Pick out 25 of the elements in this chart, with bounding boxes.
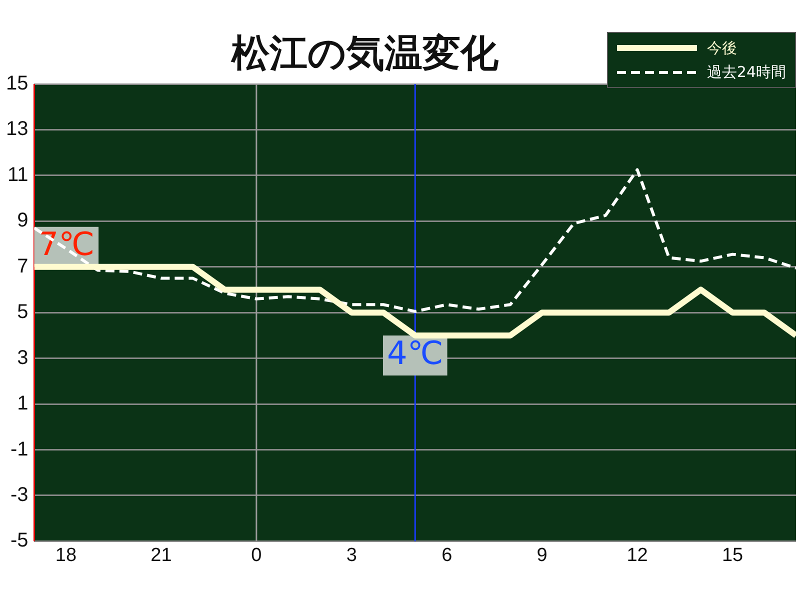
y-tick-label: 3 [17, 346, 28, 369]
y-tick-label: 9 [17, 210, 28, 232]
x-tick-label: 0 [251, 544, 262, 566]
y-tick-label: 1 [17, 392, 28, 415]
annotation: 7℃ [38, 225, 95, 264]
y-tick-label: -5 [10, 530, 28, 552]
y-tick-label: -1 [10, 438, 28, 460]
x-tick-label: 9 [536, 544, 548, 566]
x-tick-label: 6 [442, 544, 452, 566]
chart-title: 松江の気温変化 [230, 30, 500, 77]
line-series [34, 168, 796, 313]
y-tick-label: -3 [10, 484, 28, 506]
x-tick-label: 12 [626, 544, 648, 566]
y-tick-label: 15 [6, 72, 28, 95]
annotation: 4℃ [386, 334, 444, 372]
text: 今後 [706, 38, 737, 58]
x-tick-label: 3 [346, 544, 357, 566]
text: 過去24時間 [706, 62, 786, 82]
x-tick-label: 21 [150, 544, 172, 566]
y-tick-label: 13 [6, 118, 28, 140]
y-tick-label: 5 [17, 301, 28, 324]
y-tick-label: 11 [7, 164, 28, 186]
x-tick-label: 18 [55, 544, 77, 566]
x-tick-label: 15 [722, 544, 744, 566]
y-tick-label: 7 [17, 255, 28, 278]
